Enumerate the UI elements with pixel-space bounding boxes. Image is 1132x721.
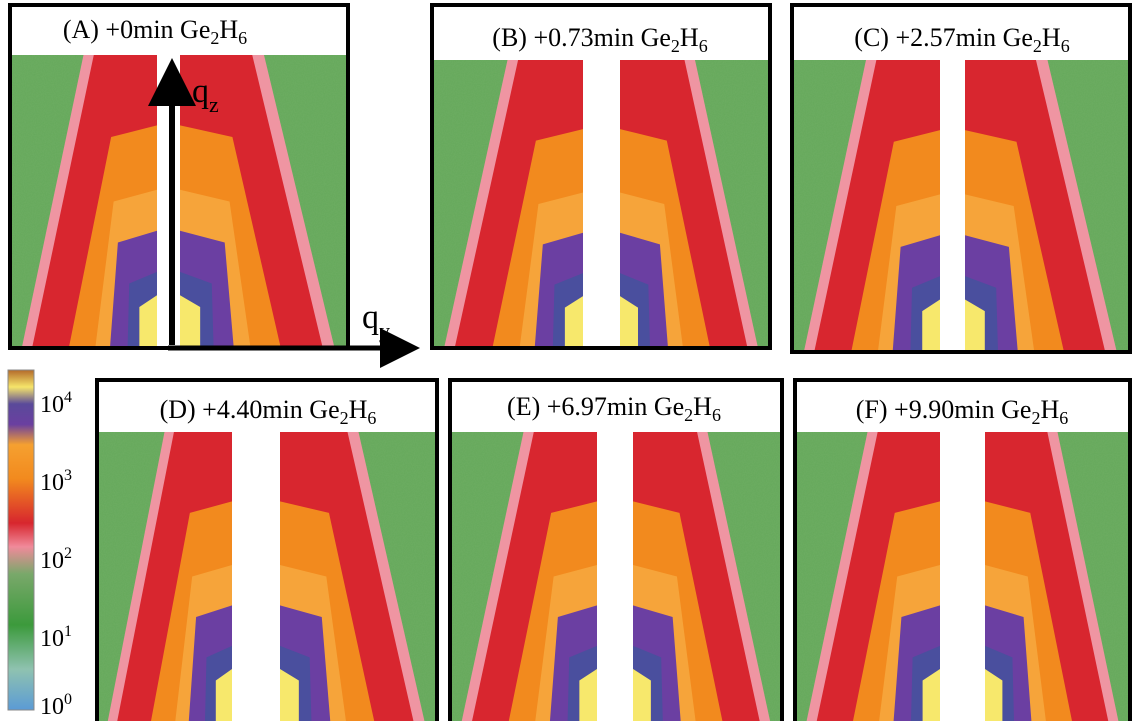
formula-part: H	[680, 23, 699, 52]
beamstop-gap	[940, 432, 985, 721]
panel: (B) +0.73min Ge2H6	[430, 3, 772, 350]
panel-title: (D) +4.40min Ge2H6	[160, 395, 377, 428]
colorbar-base: 10	[40, 548, 64, 574]
qz-label: qz	[192, 73, 219, 117]
intensity-band	[564, 296, 583, 348]
intensity-band	[579, 668, 597, 721]
formula-sub: 6	[367, 408, 376, 428]
scattering-image	[450, 432, 782, 721]
qz-sub: z	[209, 92, 219, 117]
formula-sub: 2	[1031, 408, 1040, 428]
panel-label: (E) +6.97min	[507, 392, 647, 421]
formula-part: Ge	[309, 395, 339, 424]
colorbar-base: 10	[40, 470, 64, 496]
formula-sub: 6	[712, 405, 721, 425]
qz-base: q	[192, 73, 209, 110]
panel-title: (C) +2.57min Ge2H6	[854, 23, 1069, 56]
scattering-image	[795, 432, 1130, 721]
intensity-band	[280, 668, 299, 721]
formula-part: Ge	[654, 392, 684, 421]
intensity-band	[985, 668, 1003, 721]
panel: (A) +0min Ge2H6	[8, 3, 350, 350]
colorbar-label: 103	[40, 467, 72, 496]
formula-part: H	[1042, 23, 1061, 52]
colorbar-exp: 1	[64, 623, 72, 640]
panel-border	[793, 378, 1132, 721]
formula-part: H	[1040, 395, 1059, 424]
formula-sub: 6	[1061, 36, 1070, 56]
panel-border	[95, 378, 439, 721]
panel-border	[448, 378, 784, 721]
formula-part: Ge	[1001, 395, 1031, 424]
formula-sub: 2	[1033, 36, 1042, 56]
formula-part: H	[693, 392, 712, 421]
intensity-band	[180, 295, 201, 348]
panel-border	[790, 3, 1132, 354]
formula-part: H	[219, 15, 238, 44]
colorbar-base: 10	[40, 694, 64, 720]
colorbar-base: 10	[40, 626, 64, 652]
colorbar-exp: 2	[64, 545, 72, 562]
intensity-band	[965, 299, 985, 352]
colorbar-exp: 4	[64, 389, 72, 406]
panel-title: (E) +6.97min Ge2H6	[507, 392, 721, 425]
formula-part: Ge	[641, 23, 671, 52]
colorbar-base: 10	[40, 392, 64, 418]
beamstop-gap	[583, 60, 620, 348]
scattering-image	[432, 60, 770, 348]
qy-sub: y	[379, 318, 390, 343]
panel: (C) +2.57min Ge2H6	[790, 3, 1132, 354]
colorbar-label: 101	[40, 623, 72, 652]
qy-base: q	[362, 299, 379, 336]
colorbar-exp: 0	[64, 691, 72, 708]
formula-sub: 2	[684, 405, 693, 425]
beamstop-gap	[940, 60, 965, 352]
intensity-band	[620, 296, 638, 348]
scattering-image	[97, 432, 437, 721]
formula-sub: 2	[210, 28, 219, 48]
beamstop-gap	[597, 432, 633, 721]
panel-border	[430, 3, 772, 350]
colorbar-exp: 3	[64, 467, 72, 484]
beamstop-gap	[157, 55, 180, 348]
panel-title: (B) +0.73min Ge2H6	[492, 23, 707, 56]
formula-sub: 6	[238, 28, 247, 48]
formula-sub: 2	[671, 36, 680, 56]
panel: (E) +6.97min Ge2H6	[448, 378, 784, 721]
panel: (F) +9.90min Ge2H6	[793, 378, 1132, 721]
panel-title: (F) +9.90min Ge2H6	[856, 395, 1069, 428]
formula-part: H	[349, 395, 368, 424]
panel-label: (C) +2.57min	[854, 23, 996, 52]
scattering-image	[792, 60, 1130, 352]
formula-sub: 2	[340, 408, 349, 428]
axes-arrows: qz qy	[148, 58, 420, 368]
formula-sub: 6	[1059, 408, 1068, 428]
colorbar-label: 104	[40, 389, 72, 418]
intensity-band	[139, 295, 157, 348]
colorbar-label: 102	[40, 545, 72, 574]
qy-label: qy	[362, 299, 390, 343]
panel-label: (F) +9.90min	[856, 395, 995, 424]
panel-label: (B) +0.73min	[492, 23, 634, 52]
beamstop-gap	[232, 432, 280, 721]
intensity-band	[215, 668, 232, 721]
intensity-band	[922, 299, 940, 352]
panel-label: (D) +4.40min	[160, 395, 303, 424]
formula-part: Ge	[180, 15, 210, 44]
colorbar-label: 100	[40, 691, 72, 720]
panel: (D) +4.40min Ge2H6	[95, 378, 439, 721]
colorbar-scale	[7, 369, 35, 711]
scattering-image	[10, 55, 348, 348]
formula-part: Ge	[1003, 23, 1033, 52]
panel-label: (A) +0min	[63, 15, 174, 44]
intensity-band	[922, 668, 940, 721]
intensity-band	[633, 668, 651, 721]
formula-sub: 6	[699, 36, 708, 56]
panel-title: (A) +0min Ge2H6	[63, 15, 247, 48]
panels: (A) +0min Ge2H6 (B) +0.73min Ge2H6 (C) +2.…	[8, 3, 1132, 721]
